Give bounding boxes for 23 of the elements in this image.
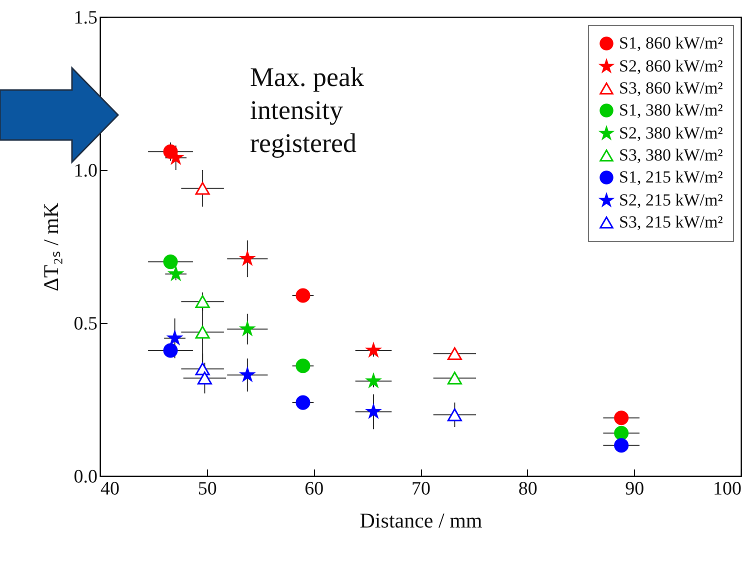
legend-label: S3, 215 kW/m²	[619, 212, 723, 232]
y-tick-label: 0.0	[74, 466, 98, 488]
y-tick-label: 1.0	[74, 160, 98, 182]
y-axis-title: ΔT₂ₛ / mK	[38, 202, 63, 292]
x-tick-label: 60	[304, 478, 324, 500]
legend-label: S1, 860 kW/m²	[619, 34, 723, 52]
legend-label: S1, 380 kW/m²	[619, 100, 723, 120]
legend-label: S2, 215 kW/m²	[619, 190, 723, 210]
y-tick-label: 1.5	[74, 8, 98, 28]
legend-label: S3, 380 kW/m²	[619, 146, 723, 164]
legend-label: S1, 215 kW/m²	[619, 168, 723, 186]
legend-label: S2, 860 kW/m²	[619, 56, 723, 76]
x-axis-title: Distance / mm	[360, 508, 482, 532]
annotation: Max. peak intensity registered	[250, 62, 364, 158]
x-tick-label: 90	[625, 478, 644, 500]
x-tick-label: 40	[100, 478, 120, 500]
legend-label: S2, 380 kW/m²	[619, 124, 723, 142]
legend-label: S3, 860 kW/m²	[619, 78, 723, 98]
x-tick-label: 70	[412, 478, 430, 500]
x-tick-label: 100	[713, 478, 742, 500]
x-tick-label: 80	[518, 478, 538, 500]
y-tick-label: 0.5	[74, 314, 98, 334]
x-tick-label: 50	[198, 478, 217, 500]
